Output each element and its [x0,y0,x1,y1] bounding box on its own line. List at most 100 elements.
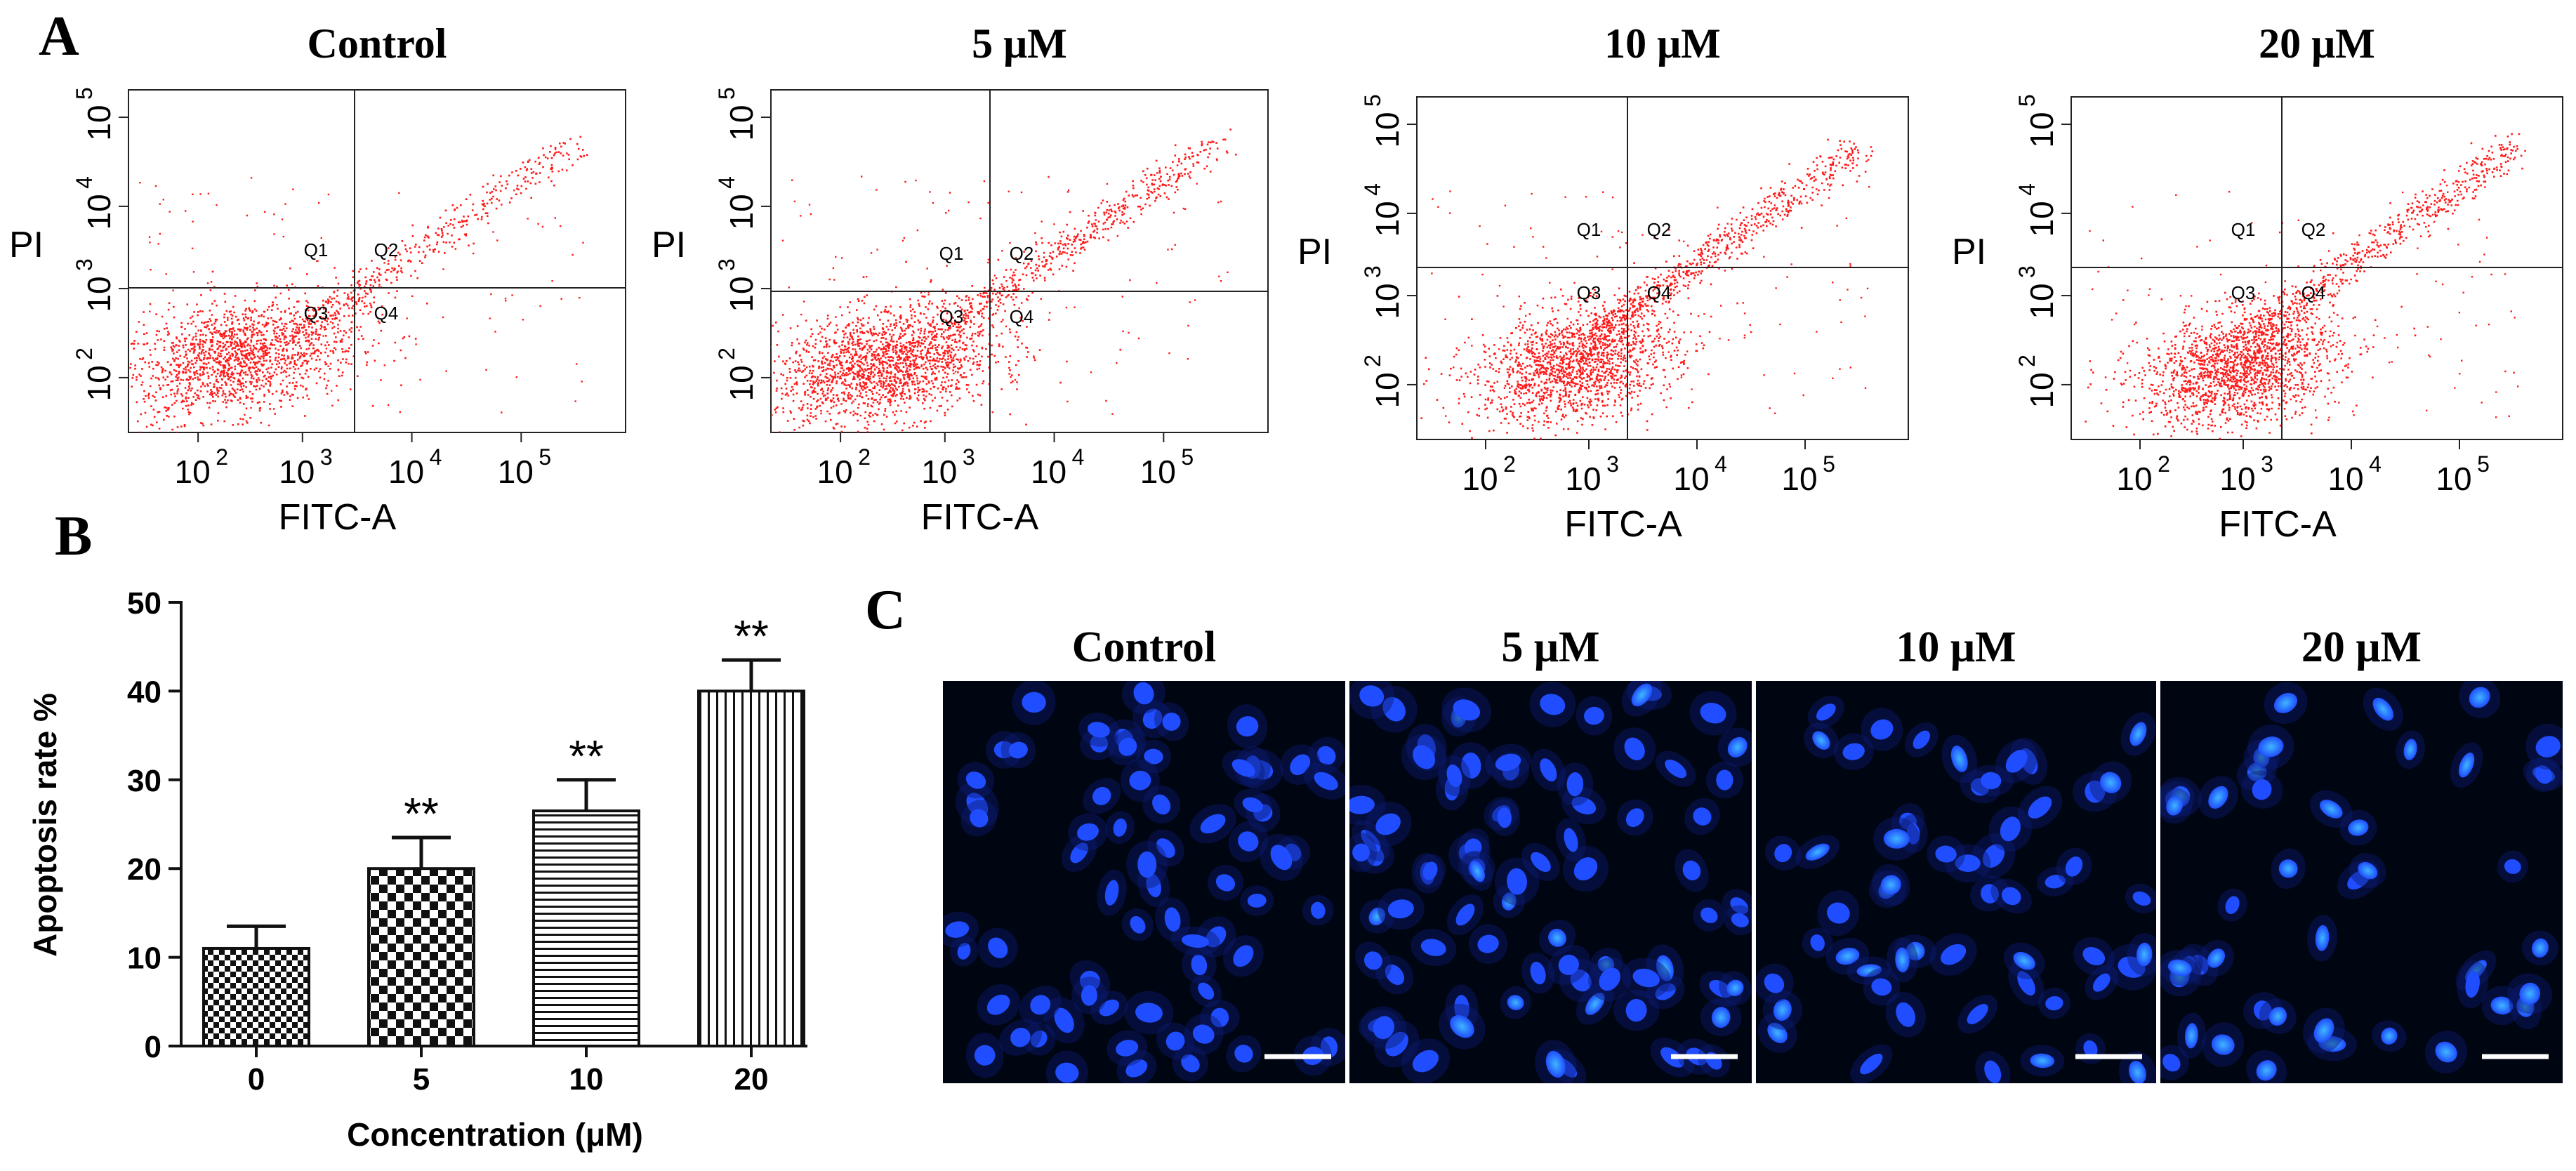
nucleus [1906,823,1920,845]
y-tick-label: 10 [81,365,117,401]
x-tick-label: 10 [175,454,211,490]
nucleus [1625,808,1644,827]
nucleus [1711,1007,1731,1028]
nucleus [1382,696,1406,722]
nucleus [1764,973,1785,993]
nucleus [986,994,1010,1015]
scatter-points [1420,138,1874,439]
x-tick-exponent: 3 [2261,451,2273,477]
nucleus [2315,925,2330,951]
nucleus [1540,694,1566,715]
y-axis-label: PI [1952,232,1986,272]
nucleus [2028,796,2052,819]
x-tick-exponent: 5 [1823,451,1835,477]
y-tick-group: 104 [714,176,760,230]
nucleus [1530,961,1546,985]
nucleus [1099,999,1120,1017]
nucleus [1950,745,1968,772]
nucleus [1558,954,1579,975]
nucleus [2519,982,2541,1005]
x-tick-exponent: 2 [216,444,228,470]
y-tick-exponent: 2 [714,348,739,360]
x-tick-label: 10 [921,454,957,490]
nucleus [2313,1018,2334,1043]
nucleus [2136,942,2153,967]
nucleus [1497,807,1512,828]
x-tick-label: 10 [817,454,853,490]
quadrant-label: Q4 [1010,306,1034,327]
x-tick-exponent: 5 [539,444,551,470]
y-tick-group: 102 [1360,355,1406,408]
nucleus [1008,741,1028,759]
nucleus [1420,939,1446,956]
y-tick-label: 10 [2023,283,2060,319]
nucleus [1165,1031,1185,1051]
nucleus [1363,951,1382,970]
flow-title: 10 μM [1604,20,1721,67]
nucleus [1385,964,1405,986]
nucleus [1422,861,1438,880]
x-tick-label: 10 [1565,461,1601,497]
panel-c-letter: C [865,579,906,641]
nucleus [1030,1030,1048,1047]
scatter-dots [2085,133,2526,439]
nucleus [988,937,1008,958]
x-tick-label: 0 [248,1062,265,1097]
nucleus [1081,985,1097,1006]
y-tick-group: 102 [2014,355,2060,408]
x-tick-exponent: 3 [320,444,333,470]
nucleus [1137,851,1157,878]
nucleus [1709,979,1733,998]
quadrant-label: Q3 [939,306,964,327]
nucleus [1373,1016,1394,1040]
nucleus [1507,868,1528,895]
nucleus [1450,1014,1474,1038]
nucleus [2185,1023,2198,1049]
nucleus [2045,875,2066,889]
x-tick-exponent: 5 [1181,444,1194,470]
nucleus [1368,907,1386,926]
plot-frame [128,89,626,433]
flow-title: Control [308,20,447,67]
nucleus [1231,759,1255,777]
y-tick-exponent: 5 [714,87,739,100]
y-tick-group: 104 [72,176,117,230]
scatter-dots [1420,138,1874,439]
nucleus [1880,875,1901,895]
nucleus [970,809,989,828]
nucleus [1827,902,1850,924]
y-tick-group: 102 [714,348,760,401]
y-tick-label: 10 [2023,201,2060,237]
nucleus [1316,746,1336,765]
nucleus [1896,1002,1916,1027]
nucleus [1856,964,1882,977]
nucleus [1198,982,1215,1000]
nucleus [2083,1040,2098,1057]
significance-marker: ** [404,788,439,839]
nucleus [1767,1022,1788,1043]
y-tick-group: 103 [714,258,760,312]
y-tick-label: 10 [2023,112,2060,147]
nucleus [1495,753,1521,772]
nuclei [2160,681,2563,1083]
nucleus [2490,996,2514,1015]
quadrant-label: Q1 [304,239,329,260]
y-tick-group: 105 [2014,94,2060,147]
y-tick-exponent: 5 [72,87,97,100]
nucleus [2348,819,2369,836]
y-tick-exponent: 2 [72,348,97,360]
y-tick-group: 103 [2014,265,2060,319]
bar-20 [697,689,805,1048]
nucleus [1883,828,1910,849]
nucleus [1233,945,1254,967]
nucleus [2092,973,2111,992]
nucleus [1152,794,1171,815]
nucleus [1656,955,1674,981]
nucleus [1693,807,1712,826]
nucleus [1192,1024,1215,1044]
nucleus [2435,1041,2457,1063]
y-tick-label: 50 [127,586,161,621]
nucleus [1022,692,1046,713]
